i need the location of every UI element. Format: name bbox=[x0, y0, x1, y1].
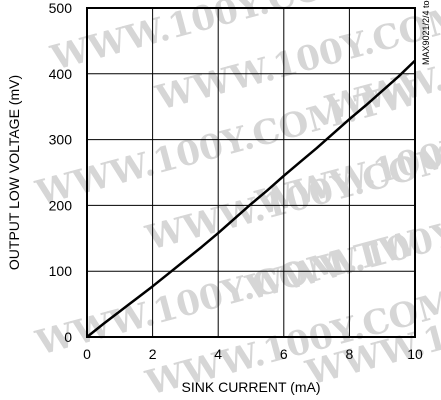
x-tick-label: 4 bbox=[214, 346, 222, 362]
x-tick-label: 2 bbox=[149, 346, 157, 362]
x-axis-label: SINK CURRENT (mA) bbox=[182, 379, 321, 395]
x-tick-label: 0 bbox=[83, 346, 91, 362]
x-tick-label: 8 bbox=[346, 346, 354, 362]
y-tick-label: 500 bbox=[49, 0, 73, 16]
series-line bbox=[86, 59, 416, 338]
series-layer bbox=[86, 59, 416, 338]
y-tick-label: 0 bbox=[64, 329, 72, 345]
part-code-label: MAX9021/2/4 toc06 bbox=[421, 0, 431, 65]
y-axis-label: OUTPUT LOW VOLTAGE (mV) bbox=[6, 75, 22, 270]
x-tick-labels: 0 2 4 6 8 10 bbox=[83, 346, 423, 362]
y-tick-label: 100 bbox=[49, 263, 73, 279]
y-tick-label: 200 bbox=[49, 197, 73, 213]
y-tick-label: 400 bbox=[49, 66, 73, 82]
y-tick-label: 300 bbox=[49, 132, 73, 148]
x-tick-label: 6 bbox=[280, 346, 288, 362]
y-tick-labels: 0 100 200 300 400 500 bbox=[49, 0, 73, 345]
x-tick-label: 10 bbox=[407, 346, 423, 362]
plot-frame bbox=[86, 7, 416, 338]
watermark-layer: WWW.100Y.COM.TWWWW.100Y.COM.TWWWW.100Y.C… bbox=[31, 0, 441, 400]
